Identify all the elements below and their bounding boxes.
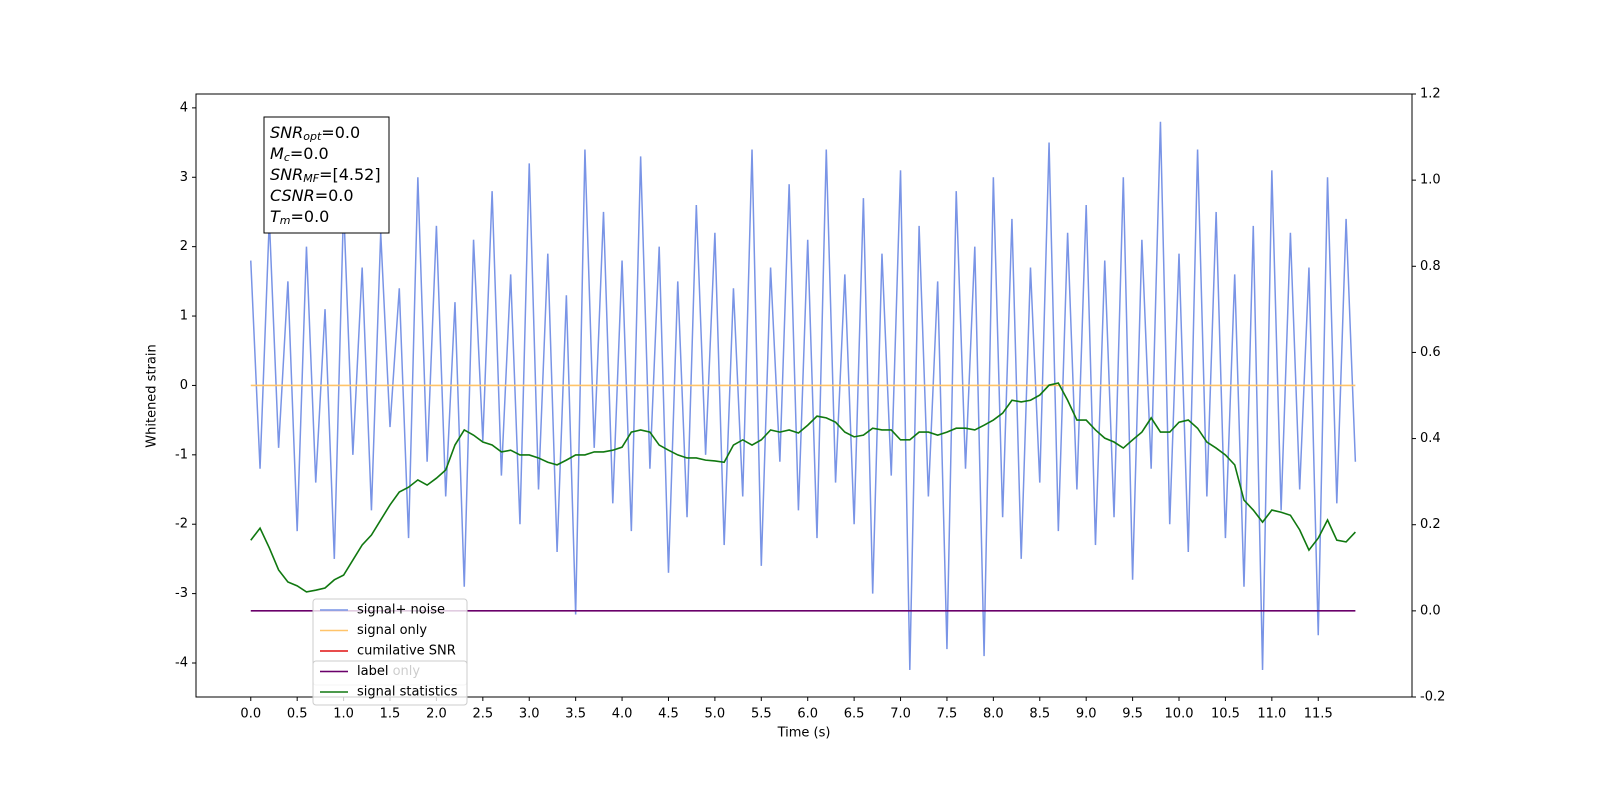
legend-label: signal+ noise: [357, 603, 445, 618]
x-tick-label: 11.5: [1304, 707, 1333, 722]
annotation-value: 0.0: [303, 144, 328, 163]
annotation-sep: =: [321, 123, 334, 142]
annotation-value: [4.52]: [332, 165, 380, 184]
y-tick-label: -1: [175, 447, 188, 462]
annotation-sep: =: [315, 186, 328, 205]
y-tick-label: -4: [175, 655, 188, 670]
y-tick-label: 4: [180, 100, 188, 115]
x-tick-label: 8.5: [1029, 707, 1050, 722]
x-axis-label: Time (s): [777, 726, 831, 741]
x-tick-label: 7.0: [890, 707, 911, 722]
annotation: SNRMF=[4.52]: [270, 165, 381, 186]
annotation: SNRopt=0.0: [270, 123, 360, 144]
annotation-sub: m: [280, 214, 291, 227]
x-tick-label: 4.0: [612, 707, 633, 722]
series-line: [250, 121, 1357, 670]
x-tick-label: 2.5: [472, 707, 493, 722]
x-tick-label: 7.5: [937, 707, 958, 722]
y-tick-label: 3: [180, 170, 188, 185]
x-tick-label: 8.0: [983, 707, 1004, 722]
y-tick-label: 0: [180, 378, 188, 393]
x-tick-label: 4.5: [658, 707, 679, 722]
legend-label: cumilative SNR: [357, 644, 456, 659]
annotation-value: 0.0: [335, 123, 360, 142]
y-tick-label: -2: [175, 517, 188, 532]
y-tick-label: 1: [180, 309, 188, 324]
y2-tick-label: 1.0: [1420, 173, 1441, 188]
x-tick-label: 6.0: [797, 707, 818, 722]
y2-tick-label: 0.0: [1420, 603, 1441, 618]
legend-label: signal statistics: [357, 685, 458, 700]
annotation-sep: =: [290, 144, 303, 163]
annotation-sub: opt: [303, 130, 322, 143]
x-tick-label: 9.5: [1122, 707, 1143, 722]
annotation: Mc=0.0: [270, 144, 329, 165]
legend-label: signal only: [357, 623, 427, 638]
y-tick-label: -3: [175, 586, 188, 601]
y2-tick-label: 1.2: [1420, 87, 1441, 102]
annotation: Tm=0.0: [270, 207, 329, 228]
y2-tick-label: 0.4: [1420, 431, 1441, 446]
y-axis-label: Whitened strain: [145, 344, 160, 447]
x-tick-label: 1.0: [333, 707, 354, 722]
annotation-name: SNR: [270, 123, 303, 142]
annotation-name: M: [270, 144, 284, 163]
x-tick-label: 0.5: [287, 707, 308, 722]
y2-tick-label: 0.2: [1420, 517, 1441, 532]
annotation-sub: c: [284, 151, 290, 164]
annotation-name: SNR: [270, 165, 303, 184]
annotation-sep: =: [319, 165, 332, 184]
x-tick-label: 11.0: [1257, 707, 1286, 722]
x-tick-label: 3.5: [565, 707, 586, 722]
x-tick-label: 10.5: [1211, 707, 1240, 722]
x-tick-label: 0.0: [240, 707, 261, 722]
legend-box: [312, 660, 468, 706]
plot-frame: [195, 93, 1413, 698]
x-tick-label: 5.0: [705, 707, 726, 722]
annotation-value: 0.0: [304, 207, 329, 226]
x-tick-label: 9.0: [1076, 707, 1097, 722]
legend-label: label: [357, 664, 388, 679]
x-tick-label: 10.0: [1165, 707, 1194, 722]
x-tick-label: 3.0: [519, 707, 540, 722]
annotation-sep: =: [291, 207, 304, 226]
x-tick-label: 5.5: [751, 707, 772, 722]
x-tick-label: 6.5: [844, 707, 865, 722]
annotation: CSNR=0.0: [270, 186, 354, 205]
x-tick-label: 1.5: [380, 707, 401, 722]
y-tick-label: 2: [180, 239, 188, 254]
y2-tick-label: 0.8: [1420, 259, 1441, 274]
annotation-name: T: [270, 207, 281, 226]
annotation-box: [263, 116, 390, 234]
series-line: [250, 382, 1356, 593]
y2-tick-label: -0.2: [1420, 690, 1445, 705]
x-tick-label: 2.0: [426, 707, 447, 722]
annotation-value: 0.0: [328, 186, 353, 205]
annotation-name: CSNR: [270, 186, 315, 205]
y2-tick-label: 0.6: [1420, 345, 1441, 360]
annotation-sub: MF: [303, 172, 319, 185]
